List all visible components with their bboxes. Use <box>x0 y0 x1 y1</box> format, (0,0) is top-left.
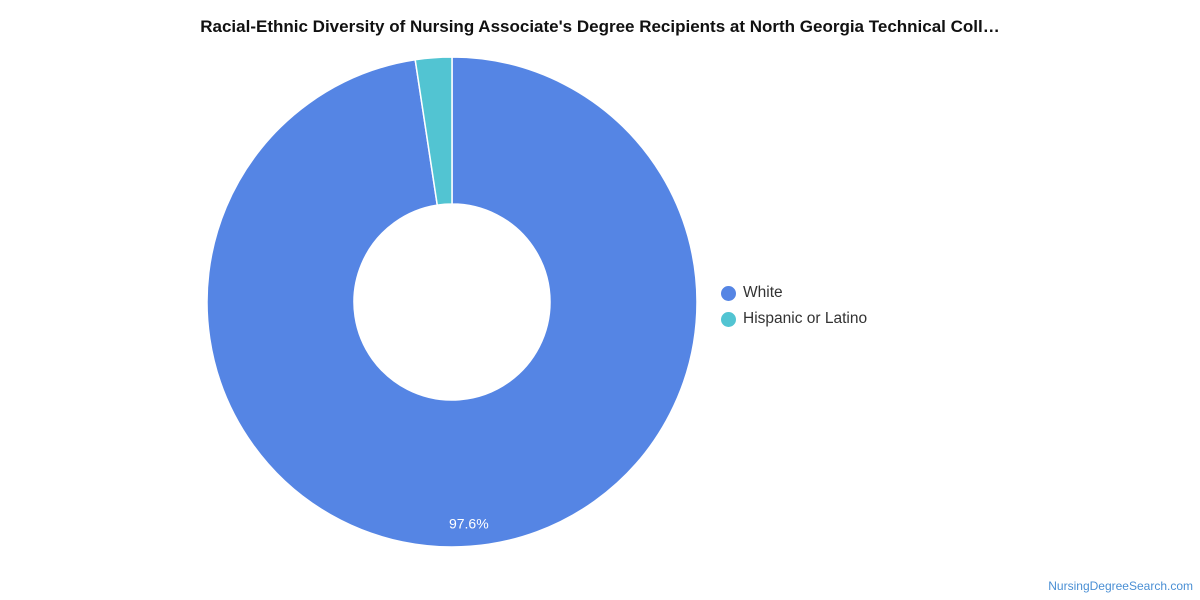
legend-label: White <box>743 284 783 301</box>
slices-layer <box>206 56 698 548</box>
slice-hispanic-or-latino[interactable] <box>414 56 453 206</box>
chart-title: Racial-Ethnic Diversity of Nursing Assoc… <box>200 17 1000 36</box>
source-credit[interactable]: NursingDegreeSearch.com <box>1048 579 1193 593</box>
slice-value-label: 97.6% <box>449 516 489 532</box>
labels-layer: 97.6% <box>449 516 489 532</box>
legend-item[interactable]: White <box>721 280 867 306</box>
legend-swatch <box>721 311 736 327</box>
slice-white[interactable] <box>206 56 698 548</box>
legend-item[interactable]: Hispanic or Latino <box>721 306 867 332</box>
legend-label: Hispanic or Latino <box>743 310 868 327</box>
chart-legend: White Hispanic or Latino <box>721 280 867 332</box>
legend-swatch <box>721 285 736 301</box>
